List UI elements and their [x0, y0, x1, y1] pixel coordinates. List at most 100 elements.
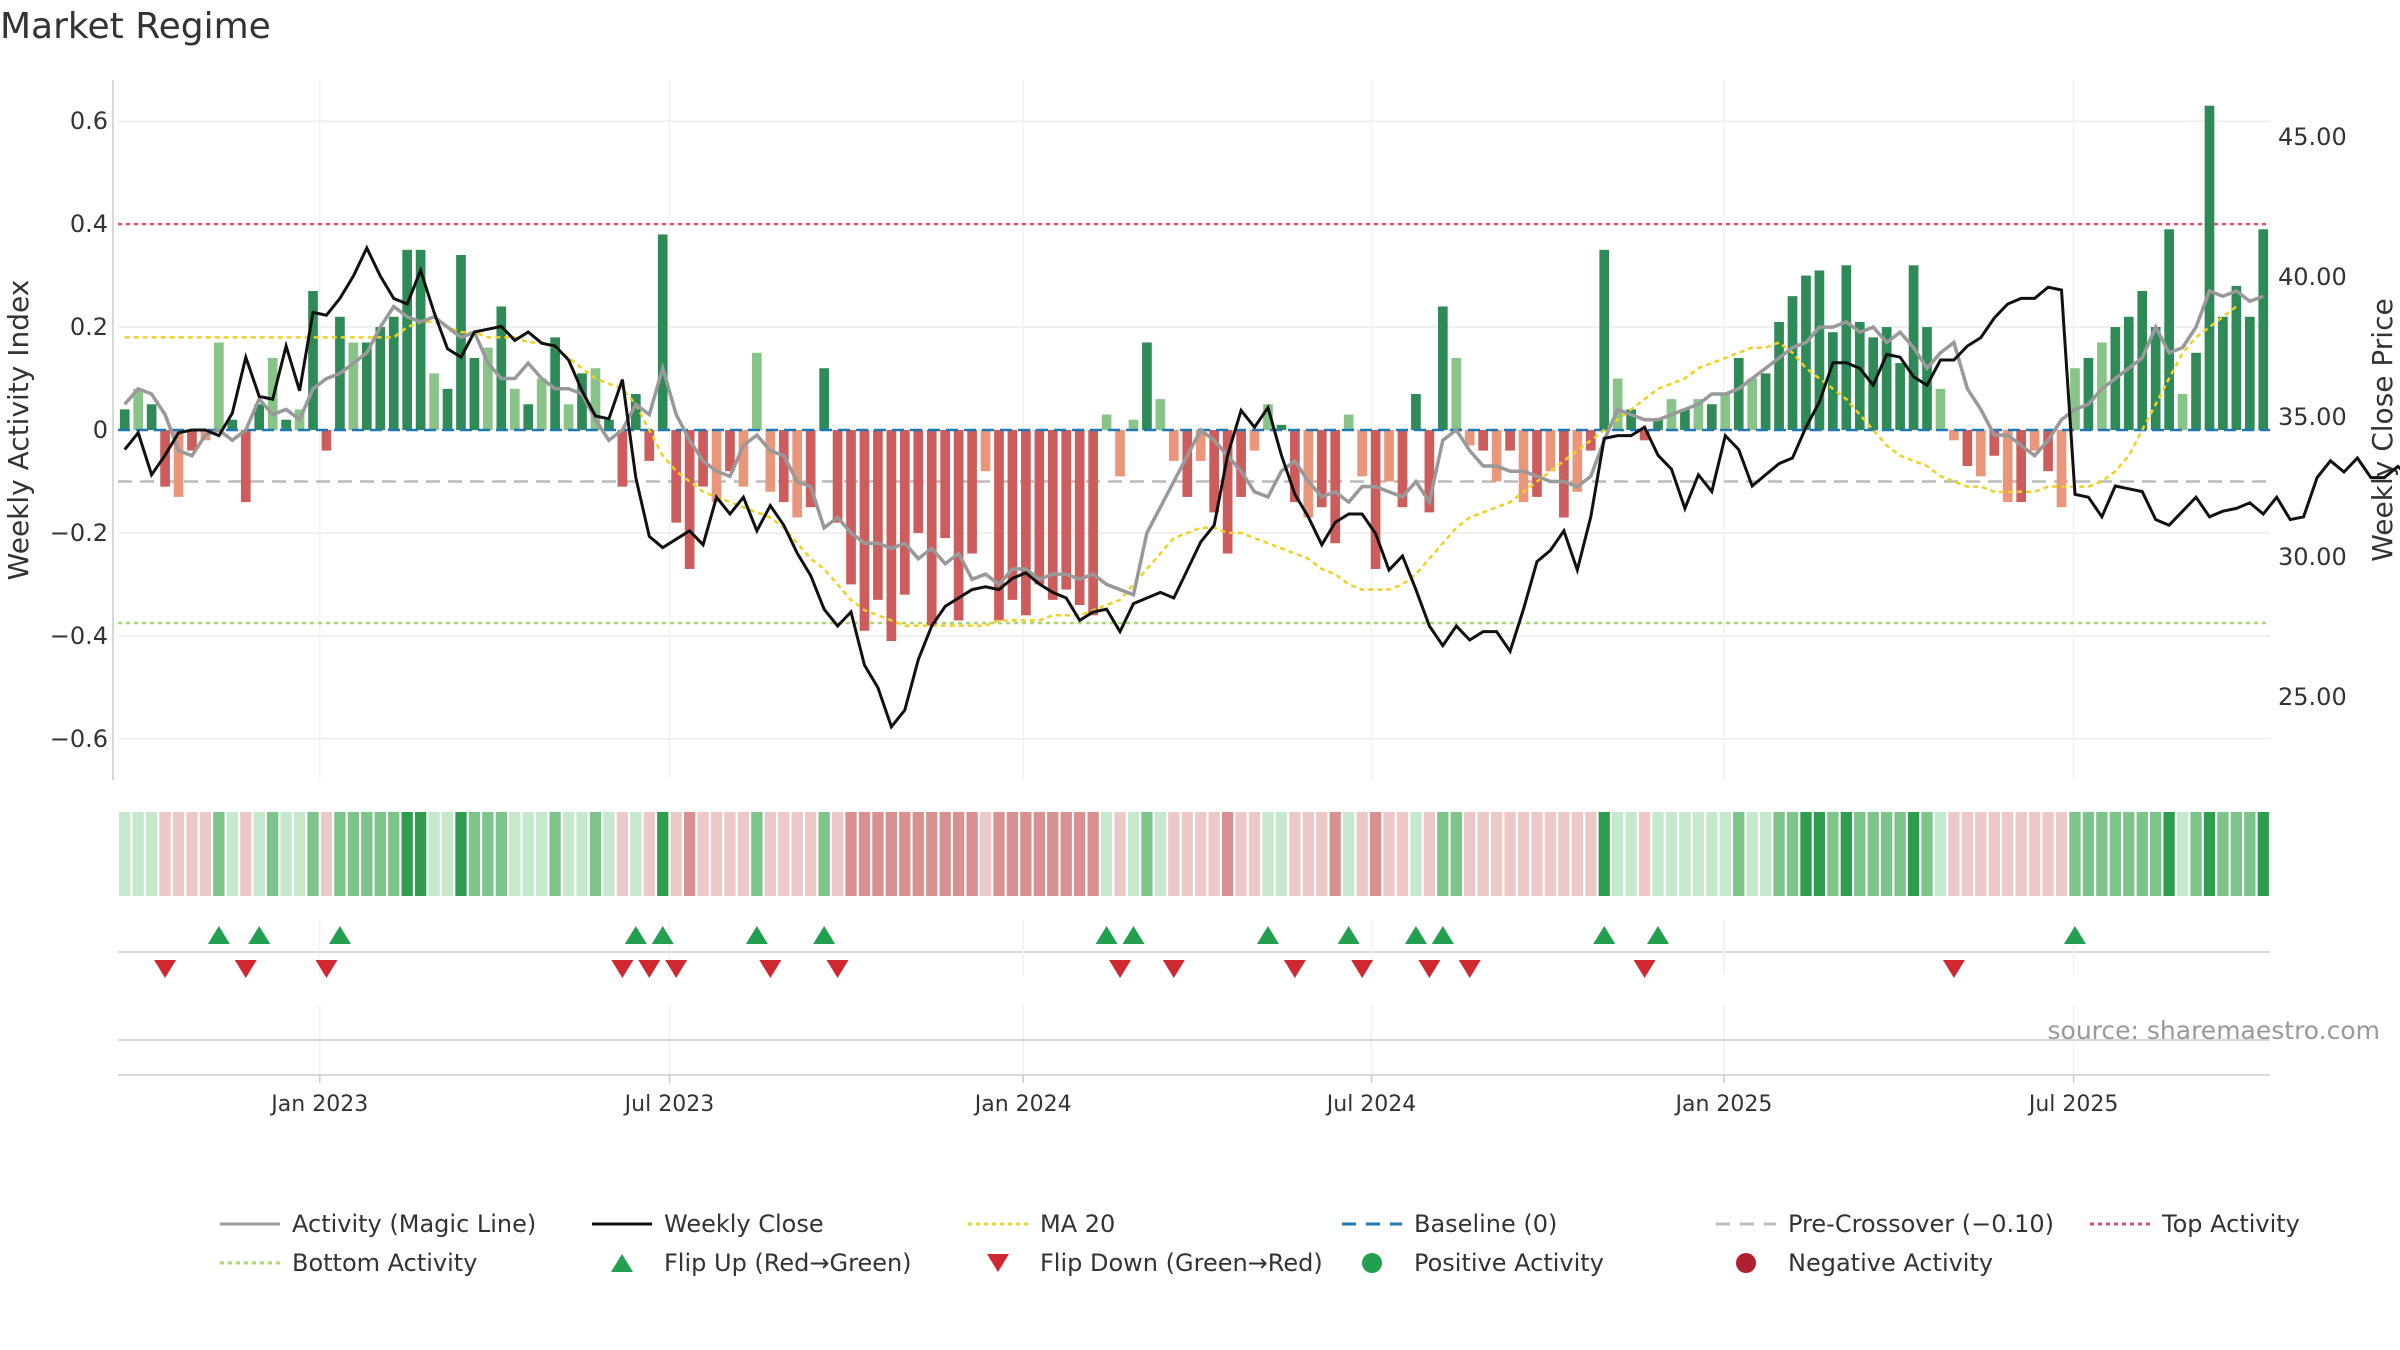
flip-up-marker [745, 926, 768, 944]
regime-strip-cell [1410, 812, 1422, 896]
legend-item: Flip Down (Green→Red) [987, 1249, 1323, 1277]
regime-strip-cell [1585, 812, 1597, 896]
regime-strip-cell [2163, 812, 2175, 896]
regime-strip-cell [1383, 812, 1395, 896]
activity-bar [2123, 316, 2134, 430]
activity-bar [926, 430, 937, 626]
regime-strip-cell [1006, 812, 1019, 896]
regime-strip-cell [1598, 812, 1610, 896]
regime-strip-cell [1800, 812, 1812, 896]
activity-bar [281, 419, 291, 430]
regime-strip-cell [1692, 812, 1705, 896]
regime-strip-cell [2136, 812, 2148, 896]
legend-item: Baseline (0) [1342, 1210, 1557, 1238]
regime-strip-cell [1302, 812, 1314, 896]
regime-strip-cell [1235, 812, 1247, 896]
x-tick-label: Jul 2024 [1325, 1092, 1417, 1117]
regime-strip-cell [630, 812, 642, 896]
regime-strip-cell [280, 812, 292, 896]
y-tick-label: 0.4 [70, 210, 108, 238]
activity-bar [308, 291, 318, 430]
activity-bar [1303, 430, 1314, 518]
regime-strip-cell [1786, 812, 1799, 896]
regime-strip-cell [1558, 812, 1570, 896]
legend-item: Positive Activity [1362, 1249, 1604, 1277]
regime-strip-cell [159, 812, 171, 896]
y2-tick-label: 45.00 [2278, 123, 2347, 151]
activity-bar [1478, 430, 1489, 451]
flip-up-marker [1122, 926, 1145, 944]
regime-strip-cell [199, 812, 212, 896]
regime-strip-cell [1208, 812, 1220, 896]
regime-strip-cell [482, 812, 494, 896]
flip-up-marker [1593, 926, 1616, 944]
activity-bar [1236, 430, 1246, 497]
activity-bar [348, 342, 359, 430]
regime-strip-cell [132, 812, 144, 896]
activity-bar [1424, 430, 1435, 513]
regime-strip-cell [643, 812, 655, 896]
activity-bar [967, 430, 977, 554]
legend-item: MA 20 [968, 1210, 1115, 1238]
regime-strip-cell [1437, 812, 1449, 896]
activity-bar [160, 430, 170, 487]
activity-bar [873, 430, 883, 600]
activity-bar [1209, 430, 1220, 513]
activity-bar [240, 430, 251, 503]
activity-bar [146, 404, 157, 430]
legend-triangle-up-icon [611, 1254, 633, 1272]
activity-bar [2244, 316, 2255, 430]
activity-bar [1290, 430, 1300, 503]
regime-strip-cell [1921, 812, 1933, 896]
legend-label: Weekly Close [664, 1210, 824, 1238]
activity-bar [1585, 430, 1596, 451]
regime-strip-cell [885, 812, 898, 896]
regime-strip-cell [145, 812, 158, 896]
activity-bar [1559, 430, 1569, 518]
activity-bar [1760, 373, 1771, 430]
activity-bar [1047, 430, 1058, 600]
regime-strip-cell [1289, 812, 1301, 896]
y2-axis-label: Weekly Close Price [2366, 298, 2399, 561]
flip-down-marker [611, 960, 634, 978]
flip-up-marker [1404, 926, 1427, 944]
regime-strip-cell [1316, 812, 1328, 896]
regime-strip-cell [926, 812, 938, 896]
regime-strip-cell [522, 812, 534, 896]
activity-bar [2083, 357, 2094, 430]
regime-strip-cell [1840, 812, 1852, 896]
legend-label: MA 20 [1040, 1210, 1115, 1238]
regime-strip-cell [993, 812, 1005, 896]
regime-strip-cell [939, 812, 951, 896]
regime-strip-cell [1154, 812, 1167, 896]
activity-bar [1949, 430, 1959, 441]
activity-bar [1572, 430, 1583, 492]
regime-strip-cell [1195, 812, 1207, 896]
activity-bar [1464, 430, 1475, 446]
regime-strip-cell [1168, 812, 1180, 896]
activity-bar [617, 430, 628, 487]
y-tick-label: −0.2 [50, 519, 108, 547]
regime-strip-cell [2190, 812, 2202, 896]
activity-bar [1518, 430, 1529, 503]
flip-down-marker [665, 960, 688, 978]
activity-bar [1142, 342, 1152, 430]
flip-up-marker [1647, 926, 1670, 944]
activity-bar [1653, 419, 1663, 430]
activity-bar [456, 255, 466, 430]
activity-bar [1881, 327, 1892, 430]
flip-down-marker [1351, 960, 1374, 978]
regime-strip-cell [1033, 812, 1045, 896]
activity-bar [550, 337, 560, 430]
activity-bar [1182, 430, 1193, 497]
flip-markers-panel [118, 920, 2270, 978]
legend-label: Flip Up (Red→Green) [664, 1249, 912, 1277]
regime-strip-cell [1464, 812, 1476, 896]
activity-bar [630, 393, 641, 430]
activity-bar [1088, 430, 1098, 616]
regime-strip-cell [1181, 812, 1193, 896]
activity-bar [1747, 378, 1758, 430]
activity-bar [994, 430, 1004, 621]
activity-bar [752, 352, 762, 430]
